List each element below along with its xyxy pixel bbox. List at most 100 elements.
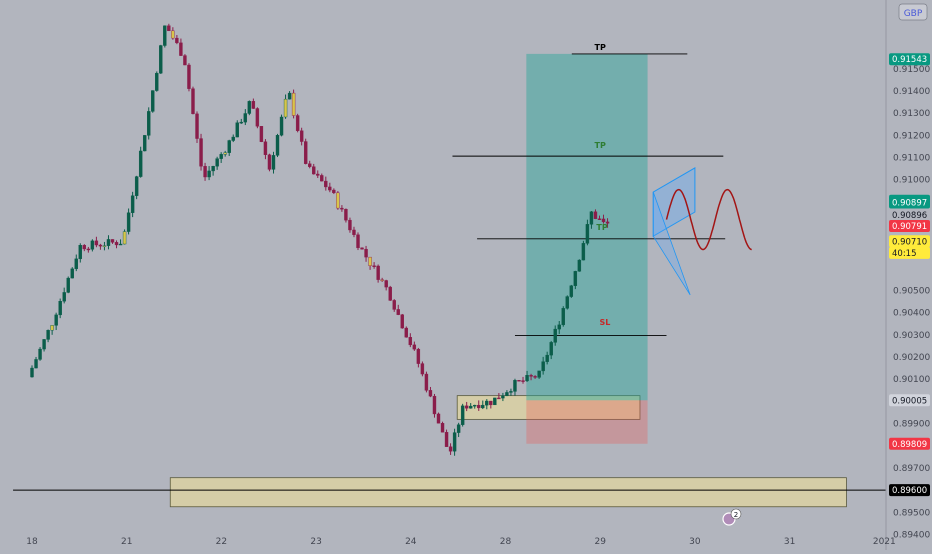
candle-body (62, 292, 66, 302)
price-badge-label: 0.90710 (892, 237, 927, 247)
candle-body (163, 25, 167, 46)
time-tick-label: 29 (594, 537, 606, 547)
candle-body (509, 391, 513, 393)
candle-body (126, 212, 131, 232)
candle-body (593, 211, 598, 219)
candle-body (549, 342, 553, 356)
candle-body (432, 395, 437, 415)
price-tick-label: 0.90100 (893, 375, 930, 385)
candle-body (328, 186, 332, 191)
candle-body (493, 397, 497, 406)
candle-body (420, 363, 425, 375)
price-tick-label: 0.89400 (893, 530, 930, 540)
candle-body (464, 405, 469, 409)
time-tick-label: 2021 (873, 537, 896, 547)
currency-badge[interactable]: GBP (898, 3, 928, 21)
position-loss-area[interactable] (526, 400, 648, 444)
candle-body (199, 138, 203, 167)
candle-body (404, 327, 409, 338)
candle-body (46, 330, 50, 340)
annotation-label[interactable]: TP (596, 223, 607, 232)
candle-body (525, 375, 529, 382)
candle-body (517, 380, 521, 382)
candle-body (497, 397, 501, 400)
candle-body (122, 231, 127, 245)
candle-body (344, 208, 348, 221)
candle-body (255, 108, 260, 127)
candle-body (267, 154, 272, 170)
candle-body (505, 392, 509, 396)
currency-badge-label: GBP (904, 9, 923, 19)
candle-body (243, 113, 248, 123)
forecast-wave[interactable] (665, 188, 752, 251)
candle-body (468, 405, 473, 409)
candle-body (601, 218, 606, 223)
candle-body (203, 166, 207, 178)
annotation-label[interactable]: SL (600, 318, 611, 327)
candle-body (320, 175, 324, 182)
candle-body (279, 116, 284, 136)
price-axis-background[interactable] (886, 0, 932, 550)
candle-body (412, 344, 417, 350)
time-tick-label: 23 (310, 537, 321, 547)
candle-body (460, 405, 465, 425)
candle-body (396, 309, 400, 315)
candle-body (287, 92, 292, 100)
entry-zone[interactable] (456, 395, 641, 420)
price-tick-label: 0.89500 (893, 508, 930, 518)
candle-body (408, 337, 413, 346)
candle-body (561, 308, 565, 326)
candle-body (332, 189, 336, 194)
price-badge (889, 437, 930, 450)
candle-body (167, 25, 171, 32)
annotation-label[interactable]: TP (595, 43, 606, 52)
price-badge-label: 0.90791 (892, 222, 927, 232)
candle-body (597, 218, 602, 220)
price-tick-label: 0.91400 (893, 87, 930, 97)
price-badge (889, 219, 930, 232)
candle-body (90, 240, 95, 250)
candle-body (211, 165, 215, 172)
candle-body (98, 244, 103, 247)
candle-body (448, 446, 453, 452)
candle-body (400, 314, 404, 329)
candle-body (207, 170, 211, 178)
candle-body (30, 367, 34, 378)
candle-body (352, 229, 356, 235)
time-tick-label: 30 (689, 537, 701, 547)
price-tick-label: 0.89700 (893, 464, 930, 474)
price-badge (889, 53, 930, 66)
candle-body (529, 375, 533, 377)
candle-body (485, 400, 489, 406)
price-badge (889, 484, 930, 497)
price-tick-label: 0.91100 (893, 153, 930, 163)
price-tick-label: 0.91500 (893, 65, 930, 75)
candle-body (541, 361, 545, 372)
candle-body (219, 154, 223, 159)
price-badge (889, 209, 930, 222)
events-icon[interactable]: 2 (722, 508, 742, 526)
candle-body (372, 265, 376, 267)
candle-body (223, 152, 227, 155)
candle-body (275, 135, 280, 156)
price-badge (889, 196, 930, 209)
price-badge-label: 0.90896 (892, 211, 927, 221)
candle-body (263, 141, 268, 155)
candle-body (364, 248, 368, 258)
annotation-label[interactable]: TP (595, 141, 606, 150)
projection-wedge[interactable] (652, 191, 691, 296)
candle-body (521, 380, 525, 382)
candle-body (102, 245, 107, 247)
candle-body (247, 101, 252, 114)
candle-body (295, 115, 300, 131)
candle-body (440, 423, 445, 433)
price-badge (889, 235, 930, 248)
support-zone[interactable] (169, 477, 847, 508)
candle-body (348, 219, 352, 231)
candle-body (147, 111, 151, 136)
price-tick-label: 0.89900 (893, 420, 930, 430)
candle-body (175, 37, 179, 44)
candle-body (340, 207, 344, 210)
